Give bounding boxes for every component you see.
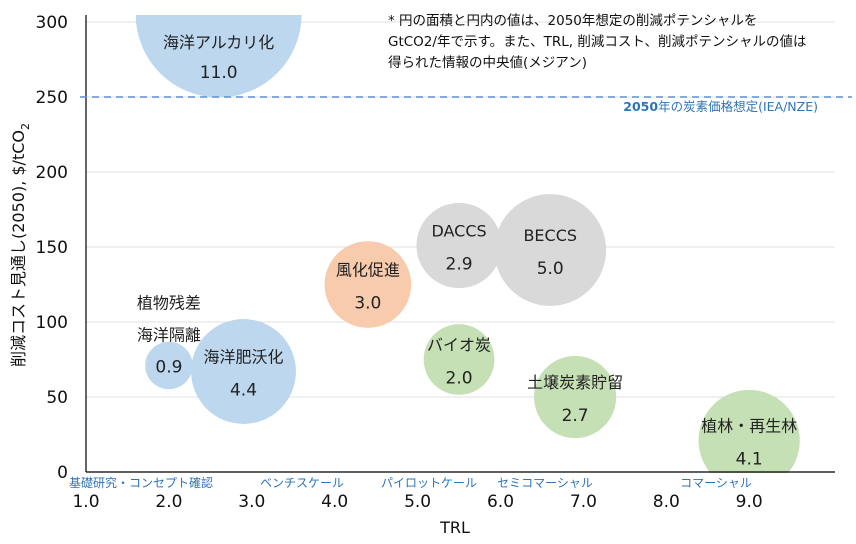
reference-line-label-text: 年の炭素価格想定(IEA/NZE) xyxy=(658,99,818,114)
footnote-line: GtCO2/年で示す。また、TRL, 削減コスト、削減ポテンシャルの値は xyxy=(388,33,807,50)
bubble xyxy=(534,355,617,439)
bubble-value: 2.0 xyxy=(446,369,473,389)
y-axis-title-subscript: 2 xyxy=(19,123,32,130)
stage-label: 基礎研究・コンセプト確認 xyxy=(69,475,213,490)
y-tick-labels: 0 50 100 150 200 250 300 xyxy=(36,13,68,483)
bubble-value: 3.0 xyxy=(354,294,381,314)
y-axis-title: 削減コスト見通し(2050), $/tCO2 xyxy=(9,123,32,367)
x-tick-label: 3.0 xyxy=(238,492,265,512)
y-tick-label: 300 xyxy=(36,13,68,33)
bubble xyxy=(145,341,193,390)
footnote-line: 得られた情報の中央値(メジアン) xyxy=(388,54,587,71)
bubble-label: 土壌炭素貯留 xyxy=(527,373,623,392)
footnote-line: * 円の面積と円内の値は、2050年想定の削減ポテンシャルを xyxy=(388,12,757,29)
stage-label: パイロットケール xyxy=(381,476,477,490)
y-tick-label: 150 xyxy=(36,238,68,258)
y-tick-label: 0 xyxy=(57,463,68,483)
bubble-value: 5.0 xyxy=(537,259,564,279)
bubble xyxy=(135,15,302,98)
bubble xyxy=(494,194,607,306)
y-tick-label: 200 xyxy=(36,163,68,183)
x-axis-title: TRL xyxy=(439,518,470,537)
bubble xyxy=(416,202,502,289)
bubble-value: 2.9 xyxy=(446,255,473,275)
bubble-value: 2.7 xyxy=(562,406,589,426)
stage-label: セミコマーシャル xyxy=(497,476,593,490)
footnote: * 円の面積と円内の値は、2050年想定の削減ポテンシャルを GtCO2/年で示… xyxy=(388,12,807,71)
bubble xyxy=(324,241,412,328)
x-tick-label: 4.0 xyxy=(321,492,348,512)
x-tick-label: 1.0 xyxy=(72,492,99,512)
y-tick-label: 100 xyxy=(36,313,68,333)
y-tick-label: 250 xyxy=(36,88,68,108)
y-tick-label: 50 xyxy=(46,388,68,408)
x-tick-label: 5.0 xyxy=(404,492,431,512)
x-tick-label: 7.0 xyxy=(570,492,597,512)
bubble-value: 0.9 xyxy=(155,358,182,378)
bubble-value: 4.4 xyxy=(230,381,257,401)
reference-line-label: 2050年の炭素価格想定(IEA/NZE) xyxy=(623,99,818,114)
x-tick-label: 9.0 xyxy=(736,492,763,512)
bubble-value: 4.1 xyxy=(736,450,763,470)
y-axis-title-text: 削減コスト見通し(2050), $/tCO xyxy=(9,130,28,367)
bubble-value: 11.0 xyxy=(200,63,238,83)
bubble-label: 海洋肥沃化 xyxy=(204,348,284,367)
x-tick-label: 6.0 xyxy=(487,492,514,512)
bubbles xyxy=(135,15,800,473)
reference-line-label-year: 2050 xyxy=(623,99,658,114)
bubble-label: BECCS xyxy=(523,226,577,245)
bubble-label: バイオ炭 xyxy=(427,336,491,355)
stage-labels: 基礎研究・コンセプト確認 ベンチスケール パイロットケール セミコマーシャル コ… xyxy=(69,475,752,490)
x-tick-labels: 1.0 2.0 3.0 4.0 5.0 6.0 7.0 8.0 9.0 xyxy=(72,492,762,512)
x-tick-label: 8.0 xyxy=(653,492,680,512)
bubble-label: 植物残差 xyxy=(137,294,201,313)
bubble-label: 風化促進 xyxy=(336,261,400,280)
stage-label: コマーシャル xyxy=(680,476,752,490)
bubble xyxy=(191,319,296,424)
bubble-label: 海洋隔離 xyxy=(137,326,201,345)
x-tick-label: 2.0 xyxy=(155,492,182,512)
stage-label: ベンチスケール xyxy=(260,476,344,490)
bubble-label: DACCS xyxy=(431,222,486,241)
bubble xyxy=(698,389,800,473)
bubble-label: 植林・再生林 xyxy=(701,417,797,436)
bubble xyxy=(423,324,495,395)
bubble-label: 海洋アルカリ化 xyxy=(163,33,274,52)
